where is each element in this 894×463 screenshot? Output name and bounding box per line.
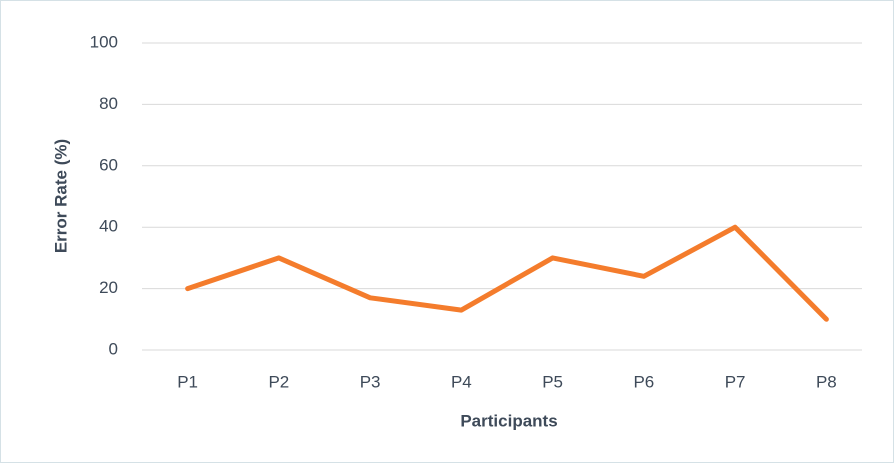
x-tick-label: P3 xyxy=(360,372,381,391)
y-tick-label: 40 xyxy=(99,217,118,236)
y-tick-label: 0 xyxy=(109,339,118,358)
x-tick-label: P7 xyxy=(725,372,746,391)
data-line xyxy=(185,224,829,322)
x-tick-label: P5 xyxy=(542,372,563,391)
x-tick-label: P2 xyxy=(268,372,289,391)
x-tick-label: P8 xyxy=(816,372,837,391)
x-tick-label: P1 xyxy=(177,372,198,391)
x-axis-title: Participants xyxy=(460,411,557,430)
y-axis-title: Error Rate (%) xyxy=(51,139,70,253)
y-tick-label: 100 xyxy=(90,32,118,51)
x-tick-label: P4 xyxy=(451,372,472,391)
y-tick-label: 80 xyxy=(99,94,118,113)
y-tick-label: 60 xyxy=(99,155,118,174)
y-tick-label: 20 xyxy=(99,278,118,297)
x-tick-label: P6 xyxy=(633,372,654,391)
